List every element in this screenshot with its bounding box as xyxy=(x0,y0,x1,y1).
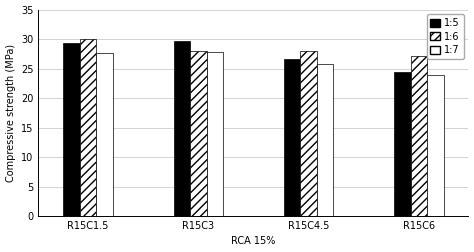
Bar xyxy=(173,41,190,216)
Bar xyxy=(284,58,301,216)
Bar xyxy=(63,43,80,216)
Bar xyxy=(207,52,223,216)
Bar xyxy=(301,51,317,216)
Bar xyxy=(427,75,444,216)
Bar xyxy=(80,39,96,216)
Legend: 1:5, 1:6, 1:7: 1:5, 1:6, 1:7 xyxy=(427,14,464,59)
X-axis label: RCA 15%: RCA 15% xyxy=(231,236,276,246)
Bar xyxy=(96,53,113,216)
Bar xyxy=(317,64,333,216)
Y-axis label: Compressive strength (MPa): Compressive strength (MPa) xyxy=(6,44,16,182)
Bar xyxy=(394,72,410,216)
Bar xyxy=(190,51,207,216)
Bar xyxy=(410,56,427,216)
